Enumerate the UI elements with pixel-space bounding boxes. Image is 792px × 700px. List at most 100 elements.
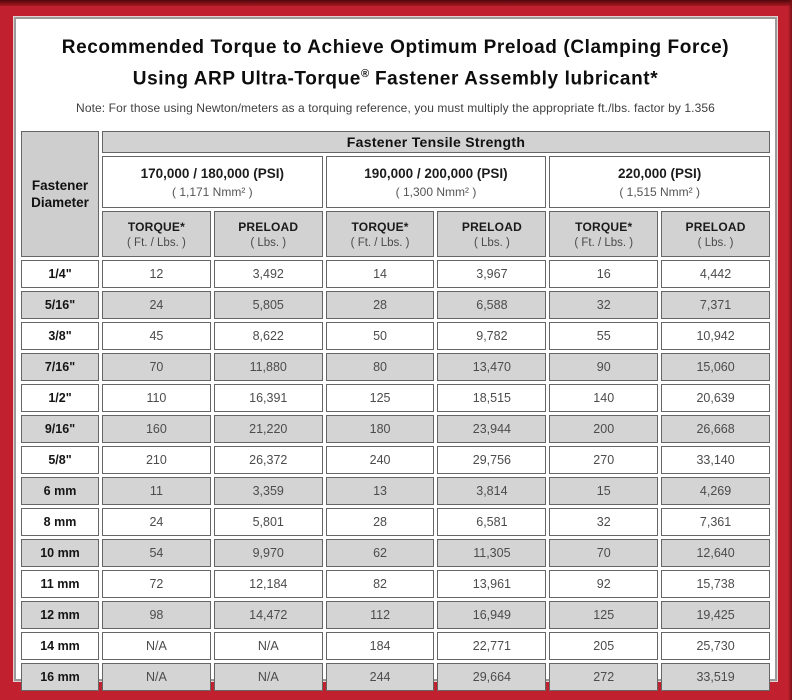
table-row: 1/4" 12 3,492 14 3,967 16 4,442 (21, 260, 770, 289)
value-cell: 8,622 (213, 322, 323, 351)
value-cell: 4,269 (661, 477, 770, 506)
note-text: Note: For those using Newton/meters as a… (76, 101, 715, 116)
nmm-value: ( 1,171 Nmm² ) (171, 184, 253, 199)
table-row: 16 mm N/A N/A 244 29,664 272 33,519 (21, 663, 770, 692)
value-cell: 270 (549, 446, 659, 475)
table-row: 5/16" 24 5,805 28 6,588 32 7,371 (21, 291, 770, 320)
value-cell: 80 (325, 353, 435, 382)
table-row: 6 mm 11 3,359 13 3,814 15 4,269 (21, 477, 770, 506)
value-cell: 16,949 (437, 601, 547, 630)
row-label-diameter: 8 mm (21, 508, 99, 537)
row-label-diameter: 5/16" (21, 291, 99, 320)
value-cell: 125 (549, 601, 659, 630)
row-label-diameter: 3/8" (21, 322, 99, 351)
value-cell: 29,756 (437, 446, 547, 475)
value-cell: 3,359 (213, 477, 323, 506)
value-cell: 45 (102, 322, 211, 351)
col-header-main: TORQUE* (127, 219, 185, 234)
value-cell: N/A (102, 663, 211, 692)
value-cell: 55 (549, 322, 659, 351)
psi-value: 170,000 / 180,000 (PSI) (140, 165, 284, 181)
value-cell: N/A (213, 663, 323, 692)
value-cell: 32 (549, 508, 659, 537)
nmm-value: ( 1,515 Nmm² ) (619, 184, 700, 199)
row-label-diameter: 1/2" (21, 384, 99, 413)
value-cell: 70 (549, 539, 659, 568)
registered-trademark-symbol: ® (360, 68, 370, 80)
torque-table: Fastener Diameter Fastener Tensile Stren… (18, 128, 773, 694)
col-header-main: PRELOAD (685, 219, 746, 234)
col-header-sub: ( Ft. / Lbs. ) (350, 236, 410, 249)
value-cell: 13 (325, 477, 435, 506)
value-cell: 25,730 (661, 632, 770, 661)
row-label-diameter: 12 mm (21, 601, 99, 630)
value-cell: 15,738 (661, 570, 770, 599)
value-cell: 28 (325, 508, 435, 537)
table-row: 9/16" 160 21,220 180 23,944 200 26,668 (21, 415, 770, 444)
psi-group-170-180: 170,000 / 180,000 (PSI) ( 1,171 Nmm² ) (102, 156, 323, 209)
value-cell: 210 (102, 446, 211, 475)
column-header-row: TORQUE* ( Ft. / Lbs. ) PRELOAD ( Lbs. ) TORQ… (21, 211, 770, 258)
value-cell: 15,060 (661, 353, 770, 382)
value-cell: 22,771 (437, 632, 547, 661)
value-cell: 32 (549, 291, 659, 320)
value-cell: 6,588 (437, 291, 547, 320)
value-cell: 11,880 (213, 353, 323, 382)
value-cell: 3,814 (437, 477, 547, 506)
value-cell: 26,372 (213, 446, 323, 475)
col-header-main: PRELOAD (238, 219, 299, 234)
value-cell: 33,519 (661, 663, 770, 692)
value-cell: 11,305 (437, 539, 547, 568)
table-row: 3/8" 45 8,622 50 9,782 55 10,942 (21, 322, 770, 351)
frame-top-shade (0, 0, 792, 6)
value-cell: 14,472 (213, 601, 323, 630)
value-cell: 180 (325, 415, 435, 444)
nmm-value: ( 1,300 Nmm² ) (395, 184, 477, 199)
table-row: 8 mm 24 5,801 28 6,581 32 7,361 (21, 508, 770, 537)
value-cell: 28 (325, 291, 435, 320)
value-cell: 7,361 (661, 508, 770, 537)
psi-header-row: 170,000 / 180,000 (PSI) ( 1,171 Nmm² ) 1… (21, 156, 770, 209)
row-label-diameter: 10 mm (21, 539, 99, 568)
tensile-header-row: Fastener Diameter Fastener Tensile Stren… (21, 131, 770, 258)
value-cell: 240 (325, 446, 435, 475)
value-cell: 7,371 (661, 291, 770, 320)
corner-label-line2: Diameter (31, 195, 89, 211)
value-cell: 10,942 (661, 322, 770, 351)
table-row: 11 mm 72 12,184 82 13,961 92 15,738 (21, 570, 770, 599)
value-cell: 12,640 (661, 539, 770, 568)
value-cell: 15 (549, 477, 659, 506)
value-cell: 205 (549, 632, 659, 661)
value-cell: 24 (102, 508, 211, 537)
table-row: 14 mm N/A N/A 184 22,771 205 25,730 (21, 632, 770, 661)
corner-label-line1: Fastener (31, 178, 89, 194)
value-cell: 16 (549, 260, 659, 289)
value-cell: 14 (325, 260, 435, 289)
value-cell: 9,970 (213, 539, 323, 568)
value-cell: 26,668 (661, 415, 770, 444)
value-cell: 184 (325, 632, 435, 661)
document-sheet: Recommended Torque to Achieve Optimum Pr… (14, 17, 777, 692)
value-cell: 24 (102, 291, 211, 320)
col-header-main: PRELOAD (461, 219, 522, 234)
value-cell: 272 (549, 663, 659, 692)
row-label-diameter: 5/8" (21, 446, 99, 475)
value-cell: 200 (549, 415, 659, 444)
col-header-sub: ( Lbs. ) (697, 236, 734, 249)
value-cell: 3,967 (437, 260, 547, 289)
title-line-1: Recommended Torque to Achieve Optimum Pr… (61, 37, 730, 58)
value-cell: 6,581 (437, 508, 547, 537)
value-cell: 50 (325, 322, 435, 351)
value-cell: 13,961 (437, 570, 547, 599)
value-cell: N/A (102, 632, 211, 661)
value-cell: 33,140 (661, 446, 770, 475)
value-cell: 23,944 (437, 415, 547, 444)
value-cell: 12,184 (213, 570, 323, 599)
value-cell: 3,492 (213, 260, 323, 289)
value-cell: 98 (102, 601, 211, 630)
table-row: 7/16" 70 11,880 80 13,470 90 15,060 (21, 353, 770, 382)
value-cell: 244 (325, 663, 435, 692)
table-row: 10 mm 54 9,970 62 11,305 70 12,640 (21, 539, 770, 568)
value-cell: 16,391 (213, 384, 323, 413)
col-header-sub: ( Ft. / Lbs. ) (127, 236, 186, 249)
